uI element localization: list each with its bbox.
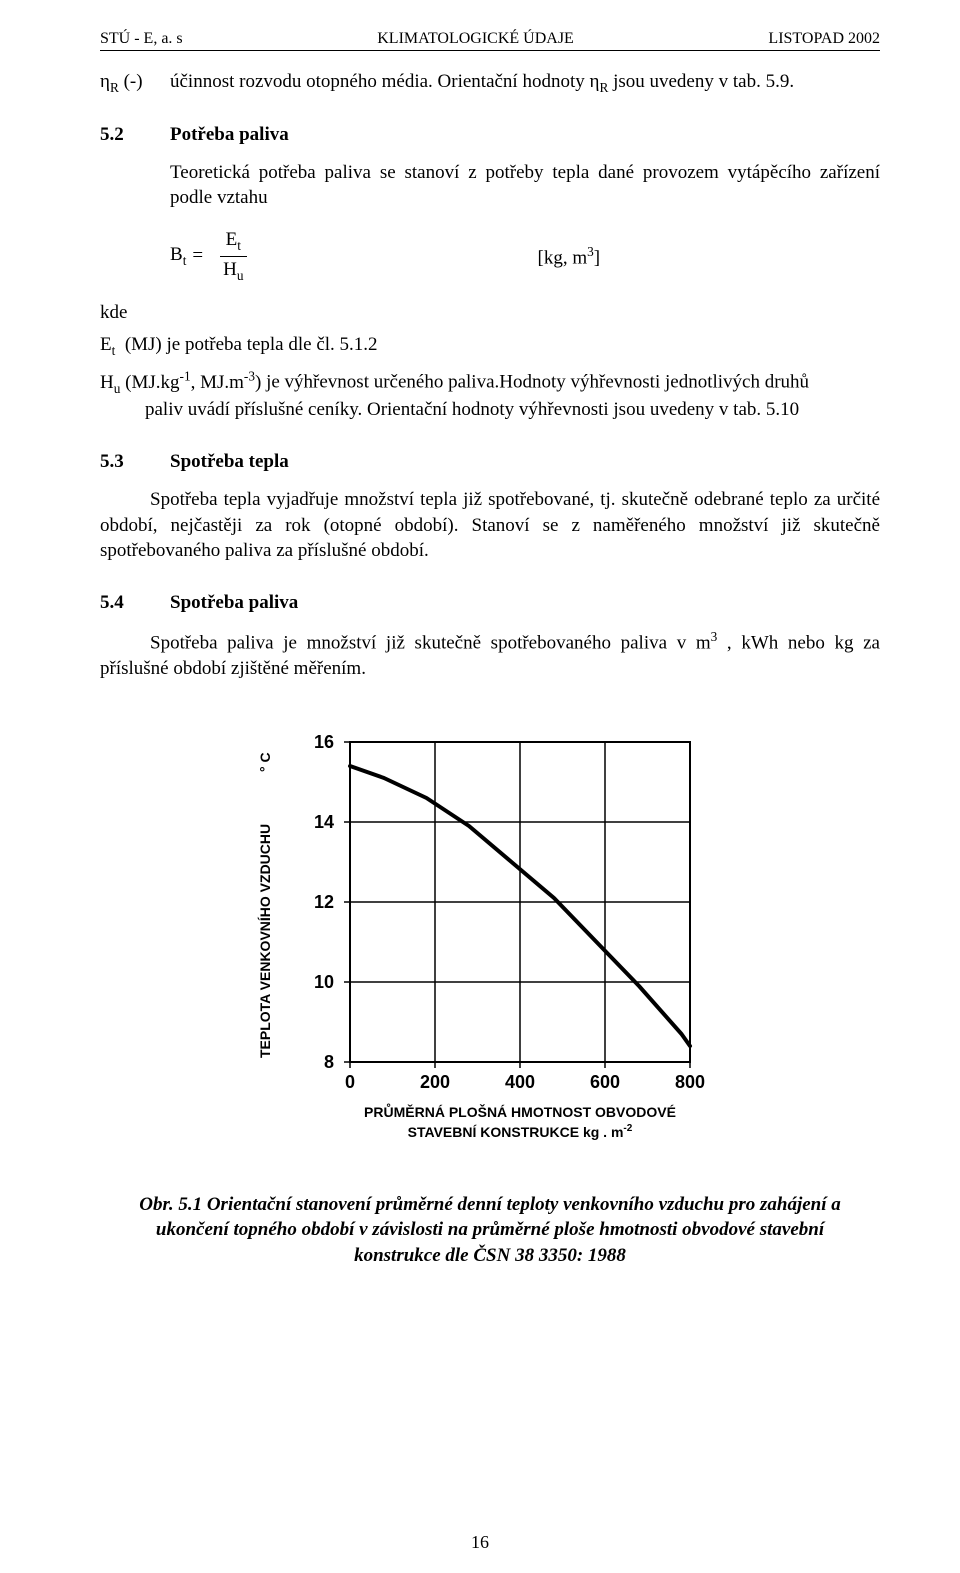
- section-5-2-heading: 5.2 Potřeba paliva: [100, 124, 880, 146]
- eta-r-text-pre: účinnost rozvodu otopného média. Orienta…: [170, 71, 599, 92]
- formula-fraction: Et Hu: [217, 229, 249, 284]
- header-left: STÚ - E, a. s: [100, 30, 183, 48]
- svg-text:STAVEBNÍ KONSTRUKCE kg .: STAVEBNÍ KONSTRUKCE kg . m-2: [408, 1123, 633, 1140]
- section-5-2-title: Potřeba paliva: [170, 124, 289, 146]
- eta-r-text-post: jsou uvedeny v tab. 5.9.: [608, 71, 794, 92]
- eta-r-definition: ηR (-) účinnost rozvodu otopného média. …: [100, 71, 880, 96]
- svg-text:800: 800: [675, 1072, 705, 1092]
- def-hu-text: je výhřevnost určeného paliva.Hodnoty vý…: [266, 372, 809, 393]
- svg-text:10: 10: [314, 972, 334, 992]
- caption-lead: Obr. 5.1: [139, 1194, 202, 1215]
- svg-text:14: 14: [314, 812, 334, 832]
- section-5-4-heading: 5.4 Spotřeba paliva: [100, 592, 880, 614]
- frac-top-sym: E: [226, 229, 238, 250]
- page-number: 16: [0, 1532, 960, 1553]
- frac-top-sub: t: [237, 238, 241, 253]
- svg-text:PRŮMĚRNÁ PLOŠNÁ HMOTNOST: PRŮMĚRNÁ PLOŠNÁ HMOTNOST OBVODOVÉ: [364, 1102, 676, 1120]
- section-5-3-title: Spotřeba tepla: [170, 451, 289, 473]
- svg-text:16: 16: [314, 732, 334, 752]
- svg-text:0: 0: [345, 1072, 355, 1092]
- frac-bot-sym: H: [223, 259, 237, 280]
- def-hu-unit: (MJ.kg-1, MJ.m-3): [125, 372, 261, 393]
- def-hu: Hu (MJ.kg-1, MJ.m-3) je výhřevnost určen…: [100, 367, 880, 423]
- chart-svg: 0 200 400 600 800 8 10 12 14 16 TEPLOTA VENKOVNÍHO…: [230, 712, 750, 1172]
- eta-r-sub: R: [599, 80, 608, 95]
- kde-label: kde: [100, 302, 880, 324]
- sec54-pre: Spotřeba paliva je množství již skutečně…: [150, 632, 711, 653]
- section-5-3-num: 5.3: [100, 451, 170, 473]
- formula-unit: [kg, m3]: [538, 244, 601, 269]
- figure-caption: Obr. 5.1 Orientační stanovení průměrné d…: [130, 1192, 850, 1269]
- svg-text:12: 12: [314, 892, 334, 912]
- caption-rest: Orientační stanovení průměrné denní tepl…: [156, 1194, 841, 1266]
- svg-text:200: 200: [420, 1072, 450, 1092]
- svg-text:600: 600: [590, 1072, 620, 1092]
- formula-bt-sym: Bt: [170, 244, 186, 269]
- section-5-2-num: 5.2: [100, 124, 170, 146]
- eta-r-body: účinnost rozvodu otopného média. Orienta…: [170, 71, 880, 96]
- section-5-2-lead: Teoretická potřeba paliva se stanoví z p…: [170, 160, 880, 211]
- page-header: STÚ - E, a. s KLIMATOLOGICKÉ ÚDAJE LISTO…: [100, 30, 880, 51]
- header-right: LISTOPAD 2002: [768, 30, 880, 48]
- frac-bot-sub: u: [237, 268, 244, 283]
- formula-lhs: Bt = Et Hu: [170, 229, 258, 284]
- definition-list: Et (MJ) je potřeba tepla dle čl. 5.1.2 H…: [100, 332, 880, 423]
- svg-text:TEPLOTA VENKOVNÍHO VZDUCHU: TEPLOTA VENKOVNÍHO VZDUCHU: [257, 824, 273, 1058]
- def-hu-text-cont: paliv uvádí příslušné ceníky. Orientační…: [100, 397, 880, 423]
- def-et-sym: Et: [100, 334, 115, 355]
- svg-text:400: 400: [505, 1072, 535, 1092]
- eta-r-symbol: ηR (-): [100, 71, 170, 96]
- section-5-4-para: Spotřeba paliva je množství již skutečně…: [100, 628, 880, 682]
- svg-text:8: 8: [324, 1052, 334, 1072]
- section-5-4-num: 5.4: [100, 592, 170, 614]
- section-5-4-title: Spotřeba paliva: [170, 592, 298, 614]
- formula-bt: Bt = Et Hu [kg, m3]: [170, 229, 880, 284]
- chart-figure: 0 200 400 600 800 8 10 12 14 16 TEPLOTA VENKOVNÍHO…: [100, 712, 880, 1172]
- section-5-3-para: Spotřeba tepla vyjadřuje množství tepla …: [100, 487, 880, 564]
- def-hu-sym: Hu: [100, 372, 120, 393]
- def-et-text: (MJ) je potřeba tepla dle čl. 5.1.2: [125, 334, 378, 355]
- def-et: Et (MJ) je potřeba tepla dle čl. 5.1.2: [100, 332, 880, 360]
- section-5-3-heading: 5.3 Spotřeba tepla: [100, 451, 880, 473]
- header-mid: KLIMATOLOGICKÉ ÚDAJE: [377, 30, 574, 48]
- svg-text:° C: ° C: [257, 752, 273, 772]
